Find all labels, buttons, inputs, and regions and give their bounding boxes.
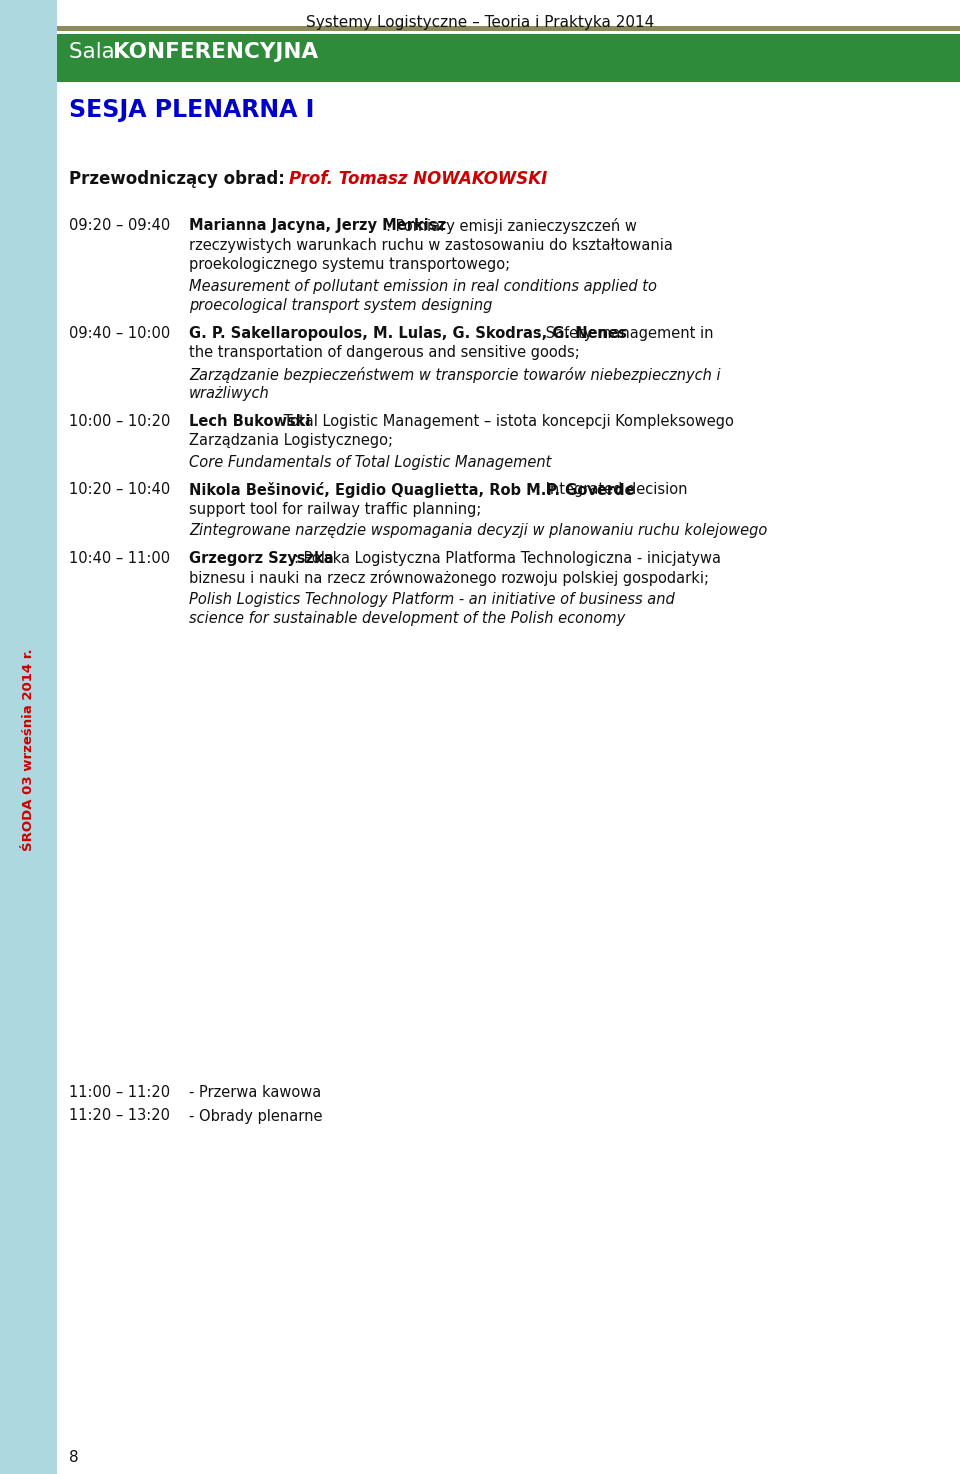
Text: proecological transport system designing: proecological transport system designing [189,298,492,312]
Text: - Przerwa kawowa: - Przerwa kawowa [189,1085,322,1100]
Text: biznesu i nauki na rzecz zrównoważonego rozwoju polskiej gospodarki;: biznesu i nauki na rzecz zrównoważonego … [189,570,709,587]
Bar [0,0,57,1474]
Text: Zintegrowane narzędzie wspomagania decyzji w planowaniu ruchu kolejowego: Zintegrowane narzędzie wspomagania decyz… [189,523,767,538]
Text: 11:20 – 13:20: 11:20 – 13:20 [69,1108,170,1123]
Text: 10:20 – 10:40: 10:20 – 10:40 [69,482,170,497]
Text: 09:40 – 10:00: 09:40 – 10:00 [69,326,170,340]
Text: Polish Logistics Technology Platform - an initiative of business and: Polish Logistics Technology Platform - a… [189,591,675,606]
Text: Przewodniczący obrad:: Przewodniczący obrad: [69,170,291,189]
Text: Prof. Tomasz NOWAKOWSKI: Prof. Tomasz NOWAKOWSKI [289,170,547,189]
Text: : Polska Logistyczna Platforma Technologiczna - inicjatywa: : Polska Logistyczna Platforma Technolog… [294,550,721,566]
Text: support tool for railway traffic planning;: support tool for railway traffic plannin… [189,501,481,516]
Text: : Total Logistic Management – istota koncepcji Kompleksowego: : Total Logistic Management – istota kon… [275,414,734,429]
Bar [57,27,960,31]
Text: 11:00 – 11:20: 11:00 – 11:20 [69,1085,170,1100]
Text: Grzegorz Szyszka: Grzegorz Szyszka [189,550,334,566]
Text: SESJA PLENARNA I: SESJA PLENARNA I [69,97,314,122]
Text: wrażliwych: wrażliwych [189,386,270,401]
Text: 8: 8 [69,1450,79,1465]
Text: Core Fundamentals of Total Logistic Management: Core Fundamentals of Total Logistic Mana… [189,454,551,470]
Text: Measurement of pollutant emission in real conditions applied to: Measurement of pollutant emission in rea… [189,279,657,293]
Text: science for sustainable development of the Polish economy: science for sustainable development of t… [189,612,625,626]
Text: Zarządzanie bezpieczeństwem w transporcie towarów niebezpiecznych i: Zarządzanie bezpieczeństwem w transporci… [189,367,721,382]
Text: 10:40 – 11:00: 10:40 – 11:00 [69,550,170,566]
Text: 09:20 – 09:40: 09:20 – 09:40 [69,218,170,233]
Text: : Safety management in: : Safety management in [536,326,713,340]
Text: proekologicznego systemu transportowego;: proekologicznego systemu transportowego; [189,256,510,273]
Bar [57,34,960,83]
Text: rzeczywistych warunkach ruchu w zastosowaniu do kształtowania: rzeczywistych warunkach ruchu w zastosow… [189,237,673,252]
Text: - Obrady plenarne: - Obrady plenarne [189,1108,323,1123]
Text: 10:00 – 10:20: 10:00 – 10:20 [69,414,170,429]
Text: : Pomiary emisji zanieczyszczeń w: : Pomiary emisji zanieczyszczeń w [386,218,636,234]
Text: ŚRODA 03 września 2014 r.: ŚRODA 03 września 2014 r. [22,649,35,852]
Text: Systemy Logistyczne – Teoria i Praktyka 2014: Systemy Logistyczne – Teoria i Praktyka … [306,15,654,29]
Text: Zarządzania Logistycznego;: Zarządzania Logistycznego; [189,433,393,448]
Text: Lech Bukowski: Lech Bukowski [189,414,310,429]
Text: Sala: Sala [69,41,122,62]
Text: G. P. Sakellaropoulos, M. Lulas, G. Skodras, G. Nenes: G. P. Sakellaropoulos, M. Lulas, G. Skod… [189,326,627,340]
Text: KONFERENCYJNA: KONFERENCYJNA [113,41,318,62]
Text: Marianna Jacyna, Jerzy Merkisz: Marianna Jacyna, Jerzy Merkisz [189,218,446,233]
Text: the transportation of dangerous and sensitive goods;: the transportation of dangerous and sens… [189,345,580,360]
Text: Nikola Bešinović, Egidio Quaglietta, Rob M.P. Goverde: Nikola Bešinović, Egidio Quaglietta, Rob… [189,482,635,498]
Text: : Integrated decision: : Integrated decision [536,482,687,497]
